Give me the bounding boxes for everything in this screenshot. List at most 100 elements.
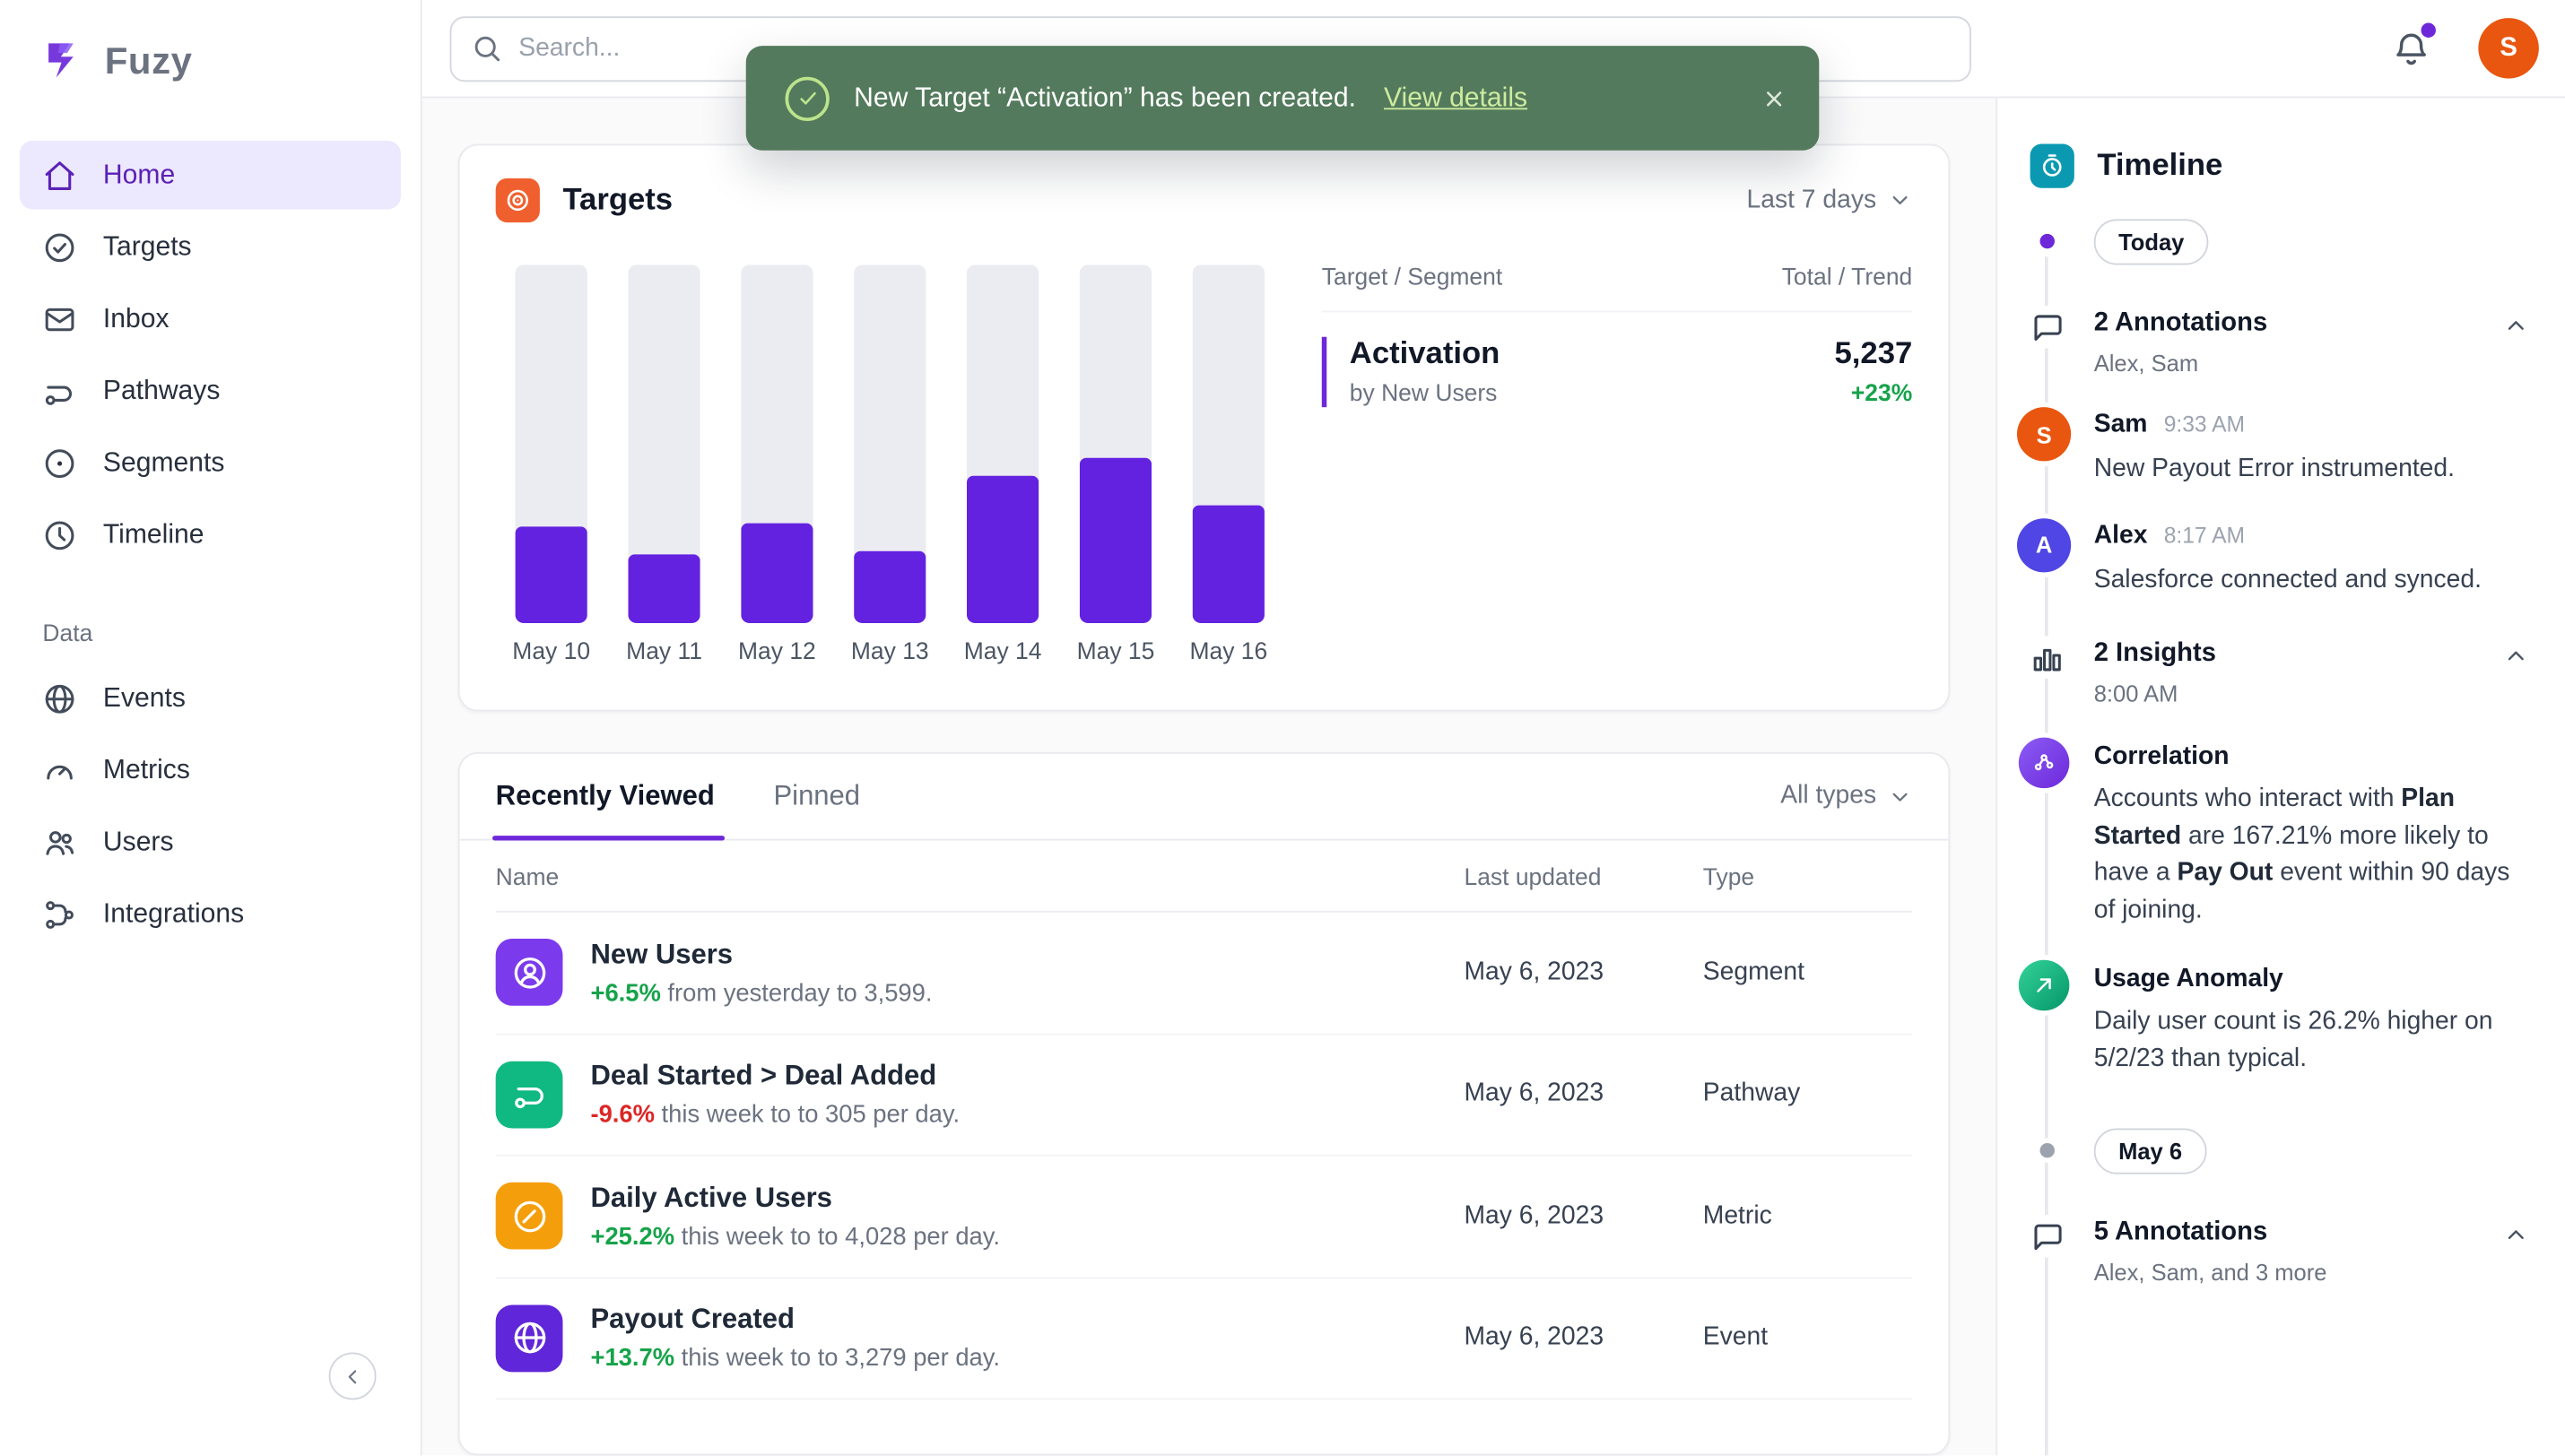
table-row-payout-created[interactable]: Payout Created +13.7% this week to to 3,… <box>495 1278 1913 1400</box>
insight-text-part: Accounts who interact with <box>2093 785 2402 814</box>
globe-icon <box>45 683 74 713</box>
bar-track <box>1079 264 1152 623</box>
chevron-left-icon <box>347 1369 356 1383</box>
route-icon <box>514 1088 543 1109</box>
bar-track <box>966 264 1039 623</box>
sidebar-item-metrics[interactable]: Metrics <box>20 736 401 805</box>
timeline-dot <box>2039 1143 2055 1158</box>
tab-label: Recently Viewed <box>495 780 715 811</box>
toast-close-button[interactable] <box>1761 86 1786 110</box>
entry-time: 9:33 AM <box>2163 412 2246 438</box>
timeline-badge <box>2030 143 2074 188</box>
sidebar-item-label: Pathways <box>102 375 221 405</box>
bar-label: May 16 <box>1189 639 1268 666</box>
row-delta: +25.2% <box>590 1222 675 1251</box>
targets-bar-chart: May 10 May 11 May 12 <box>512 264 1267 666</box>
targets-badge <box>495 178 540 223</box>
sidebar-item-pathways[interactable]: Pathways <box>20 357 401 426</box>
success-check-icon <box>785 75 830 121</box>
row-subtitle: +25.2% this week to to 4,028 per day. <box>590 1223 1000 1251</box>
insight-text-part: event within 90 days of joining. <box>2093 859 2510 924</box>
tab-recently-viewed[interactable]: Recently Viewed <box>492 754 725 841</box>
type-filter-select[interactable]: All types <box>1780 782 1912 811</box>
row-subtitle: +6.5% from yesterday to 3,599. <box>590 979 932 1007</box>
insight-title: Correlation <box>2093 742 2230 771</box>
targets-card-header: Targets Last 7 days <box>495 178 1913 223</box>
table-row-new-users[interactable]: New Users +6.5% from yesterday to 3,599.… <box>495 913 1913 1035</box>
sidebar-data-nav: Events Metrics Users Integrations <box>0 664 421 949</box>
sidebar: Fuzy Home Targets Inbox Pathways Segment… <box>0 0 422 1456</box>
sidebar-item-events[interactable]: Events <box>20 664 401 733</box>
stopwatch-icon <box>2042 154 2062 177</box>
sidebar-item-home[interactable]: Home <box>19 140 401 210</box>
entry-text: Salesforce connected and synced. <box>2093 565 2482 594</box>
sidebar-collapse-button[interactable] <box>328 1352 377 1400</box>
chart-bar: May 16 <box>1189 264 1267 665</box>
timeline-title: Timeline <box>2097 148 2223 183</box>
insight-text: Accounts who interact with Plan Started … <box>2094 783 2533 930</box>
targets-summary-header: Target / Segment Total / Trend <box>1321 264 1913 313</box>
table-row-daily-active-users[interactable]: Daily Active Users +25.2% this week to t… <box>495 1157 1913 1278</box>
notifications-button[interactable] <box>2384 21 2439 76</box>
chart-bar: May 11 <box>626 264 702 666</box>
sidebar-item-targets[interactable]: Targets <box>20 212 401 282</box>
sidebar-section-data: Data <box>42 621 93 648</box>
entry-author: Alex <box>2093 521 2148 550</box>
row-desc: from yesterday to 3,599. <box>660 979 933 1008</box>
row-main: Deal Started > Deal Added -9.6% this wee… <box>495 1060 1465 1129</box>
close-icon <box>1767 91 1782 106</box>
user-avatar[interactable]: S <box>2478 18 2539 79</box>
home-icon <box>45 160 74 190</box>
collapse-annotations2-button[interactable] <box>2500 1218 2532 1251</box>
row-main: Payout Created +13.7% this week to to 3,… <box>495 1304 1465 1373</box>
target-row-activation[interactable]: Activation by New Users 5,237 +23% <box>1321 336 1913 408</box>
annotations-title: 2 Annotations <box>2093 308 2268 337</box>
bar-label: May 15 <box>1076 639 1155 666</box>
sidebar-item-segments[interactable]: Segments <box>20 429 401 498</box>
collapse-insights-button[interactable] <box>2500 640 2532 672</box>
bar-label: May 11 <box>626 639 702 666</box>
insight-text-part-bold: Pay Out <box>2177 859 2274 888</box>
bar-track <box>1192 264 1265 623</box>
col-type: Type <box>1702 864 1755 892</box>
annotations2-authors: Alex, Sam, and 3 more <box>2093 1259 2327 1287</box>
table-row-deal-started[interactable]: Deal Started > Deal Added -9.6% this wee… <box>495 1035 1913 1157</box>
targets-card: Targets Last 7 days May 10 <box>457 143 1951 712</box>
annotations-authors: Alex, Sam <box>2093 350 2199 377</box>
toast-view-details-link[interactable]: View details <box>1384 82 1528 112</box>
sidebar-item-users[interactable]: Users <box>20 808 401 877</box>
insights-time: 8:00 AM <box>2093 680 2178 707</box>
insight-correlation: Correlation Accounts who interact with P… <box>2018 738 2533 930</box>
recent-table: Name Last updated Type New Users <box>460 841 1949 1400</box>
envelope-icon <box>45 307 74 331</box>
sidebar-item-label: Integrations <box>102 898 245 929</box>
date-range-select[interactable]: Last 7 days <box>1747 186 1913 215</box>
gauge-icon <box>47 764 73 779</box>
content-column: S Targets Last 7 days <box>422 0 2565 1456</box>
sidebar-item-label: Targets <box>102 231 192 261</box>
sidebar-item-inbox[interactable]: Inbox <box>20 284 401 353</box>
correlation-icon <box>2018 738 2070 789</box>
entry-text: New Payout Error instrumented. <box>2093 455 2455 483</box>
event-row-icon <box>495 1304 563 1372</box>
insights-chart-icon <box>2025 637 2068 680</box>
tab-pinned[interactable]: Pinned <box>773 754 860 839</box>
bar-track <box>741 264 813 623</box>
targets-card-title: Targets <box>562 182 674 217</box>
target-name: Activation <box>1349 336 1500 372</box>
target-segment: by New Users <box>1349 380 1498 408</box>
type-filter-label: All types <box>1780 781 1877 810</box>
bullseye-icon <box>507 189 528 212</box>
sidebar-item-integrations[interactable]: Integrations <box>20 880 401 949</box>
collapse-annotations-button[interactable] <box>2500 309 2532 342</box>
pathway-row-icon <box>495 1061 563 1129</box>
recent-table-header: Name Last updated Type <box>495 841 1913 913</box>
timeline-panel: Timeline Today 2 Annotations <box>1995 98 2565 1456</box>
toast-message: New Target “Activation” has been created… <box>854 82 1357 112</box>
chart-bar: May 12 <box>738 264 816 665</box>
sidebar-item-timeline[interactable]: Timeline <box>20 500 401 569</box>
row-type: Pathway <box>1702 1079 1801 1108</box>
target-total: 5,237 <box>1834 336 1913 372</box>
row-text: Payout Created +13.7% this week to to 3,… <box>590 1304 1000 1373</box>
recently-viewed-card: Recently Viewed Pinned All types Name <box>457 752 1951 1456</box>
